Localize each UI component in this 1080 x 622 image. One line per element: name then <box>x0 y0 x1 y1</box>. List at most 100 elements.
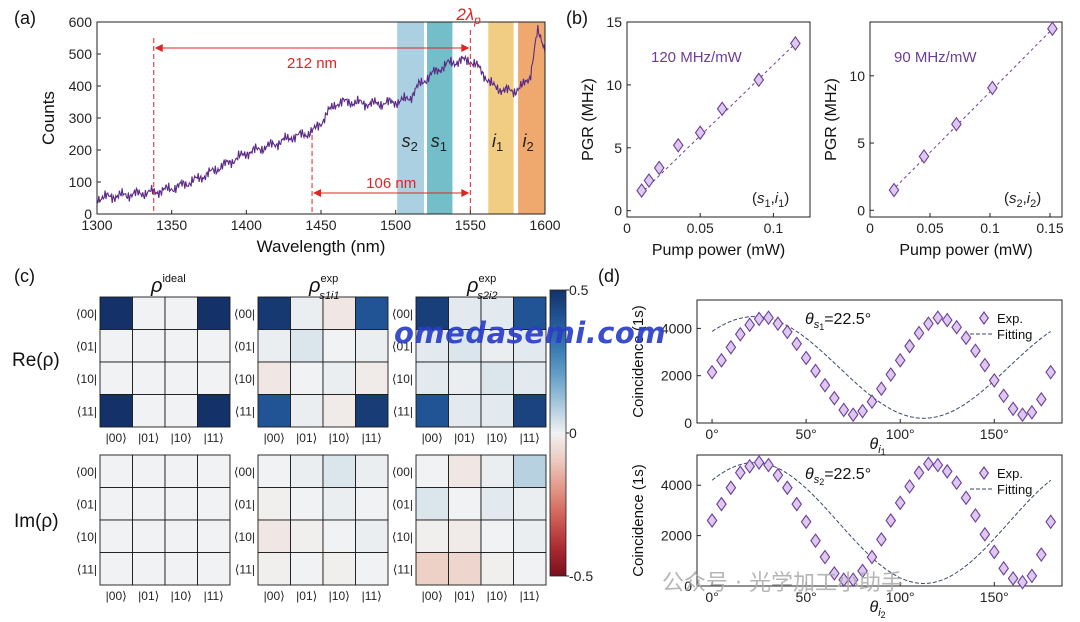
c-row-label: ⟨01| <box>234 340 255 354</box>
c-matrix-cell <box>415 454 449 488</box>
c-row-label: ⟨01| <box>392 340 413 354</box>
g-d1-data-point <box>772 316 784 332</box>
c-col-label: |11⟩ <box>520 431 540 445</box>
g-d2-data-point <box>838 572 850 588</box>
g-b1-xtick-label: 0 <box>623 220 631 236</box>
c-matrix-cell <box>290 487 324 521</box>
g-b2-data-point <box>987 80 998 96</box>
c-matrix-cell <box>448 296 482 330</box>
c-matrix-cell <box>415 296 449 330</box>
c-row-label: ⟨01| <box>392 498 413 512</box>
g-b1-ytick-label: 5 <box>614 140 622 156</box>
c-matrix-cell <box>480 552 514 586</box>
c-matrix-cell <box>415 519 449 553</box>
g-b1-data-point <box>694 125 706 141</box>
c-row-label: ⟨10| <box>392 530 413 544</box>
g-d2-data-point <box>941 463 953 479</box>
c-row-label: ⟨10| <box>234 372 255 386</box>
c-col-label: |10⟩ <box>487 589 508 603</box>
a-annotation-212nm: 212 nm <box>287 55 337 72</box>
c-matrix-cell <box>513 487 547 521</box>
g-b2-ytick-label: 0 <box>857 202 865 218</box>
c-matrix-cell <box>448 394 482 428</box>
c-matrix-cell <box>415 361 449 395</box>
c-matrix-cell <box>448 454 482 488</box>
panel-label-d: (d) <box>598 266 620 286</box>
c-matrix-cell <box>355 487 389 521</box>
c-matrix-cell <box>99 296 133 330</box>
g-d2-ylabel: Coincidence (1s) <box>630 464 647 577</box>
c-col-title: ρideal <box>150 273 186 297</box>
c-colorbar-label: -0.5 <box>569 568 593 584</box>
g-d2-data-point <box>753 455 765 470</box>
c-row-label: ⟨10| <box>234 530 255 544</box>
g-d2-data-point <box>857 563 868 579</box>
c-colorbar-label: 0 <box>569 425 577 441</box>
a-ylabel: Counts <box>39 91 58 145</box>
g-b1-data-point <box>753 72 765 88</box>
g-d2-data-point <box>951 475 962 491</box>
c-matrix-cell <box>322 296 356 330</box>
c-matrix-cell <box>164 519 198 553</box>
c-col-label: |01⟩ <box>454 431 475 445</box>
c-matrix-cell <box>290 394 324 428</box>
c-matrix-cell <box>99 454 133 488</box>
c-col-label: |01⟩ <box>138 431 159 445</box>
c-row-label: ⟨00| <box>234 307 255 321</box>
c-row-label: ⟨01| <box>76 340 97 354</box>
g-d1-data-point <box>1035 391 1047 407</box>
c-matrix-cell <box>99 487 133 521</box>
c-matrix-cell <box>290 552 324 586</box>
g-d1-data-point <box>998 388 1010 404</box>
g-d2-data-point <box>979 526 991 542</box>
c-col-label: |11⟩ <box>362 589 382 603</box>
g-b1-plot-frame <box>626 21 811 218</box>
g-d2-data-point <box>734 465 746 481</box>
c-matrix-cell <box>448 519 482 553</box>
g-d2-data-point <box>988 544 1000 560</box>
c-matrix-cell <box>513 296 547 330</box>
a-ytick-label: 600 <box>69 14 93 30</box>
c-col-label: |11⟩ <box>362 431 382 445</box>
c-matrix-cell <box>415 552 449 586</box>
c-col-label: |10⟩ <box>329 431 350 445</box>
g-d2-data-point <box>866 549 878 565</box>
c-col-label: |11⟩ <box>204 589 224 603</box>
g-d2-data-point <box>706 513 718 528</box>
c-matrix-cell <box>99 519 133 553</box>
c-row-title-im: Im(ρ) <box>14 511 59 532</box>
c-matrix-cell <box>257 454 291 488</box>
a-ytick-label: 500 <box>69 46 93 62</box>
g-d1-data-point <box>819 377 831 393</box>
c-matrix-cell <box>322 487 356 521</box>
a-xtick-label: 1300 <box>81 217 112 233</box>
g-b2-xtick-label: 0.05 <box>916 220 943 236</box>
c-matrix-cell <box>513 394 547 428</box>
c-matrix-cell <box>513 361 547 395</box>
g-d2-xtick-label: 0° <box>705 589 718 605</box>
c-col-label: |00⟩ <box>422 431 443 445</box>
g-d1-xtick-label: 50° <box>796 426 817 442</box>
g-d1-data-point <box>847 407 859 423</box>
c-colorbar <box>549 289 567 577</box>
spectrum-line <box>96 24 546 204</box>
panel-a-spectrum: 1300 1350 1400 1450 1500 1550 1600 0 100 200 300 40… <box>39 5 561 256</box>
g-d2-data-point <box>913 465 925 481</box>
c-matrix-cell <box>99 394 133 428</box>
g-d2-xtick-label: 50° <box>796 589 817 605</box>
g-b2-ylabel: PGR (MHz) <box>823 78 840 161</box>
g-d2-data-point <box>960 490 972 506</box>
a-ytick-label: 100 <box>69 174 93 190</box>
g-d2-data-point <box>876 531 887 547</box>
c-matrix-cell <box>480 487 514 521</box>
c-matrix-cell <box>480 361 514 395</box>
c-matrix-cell <box>513 552 547 586</box>
g-d1-data-point <box>979 357 991 373</box>
c-row-label: ⟨11| <box>393 405 413 419</box>
c-col-label: |00⟩ <box>422 589 443 603</box>
g-d2-data-point <box>800 514 812 530</box>
c-matrix-cell <box>197 454 231 488</box>
g-d1-data-point <box>706 364 718 380</box>
g-d1-data-point <box>753 311 765 327</box>
